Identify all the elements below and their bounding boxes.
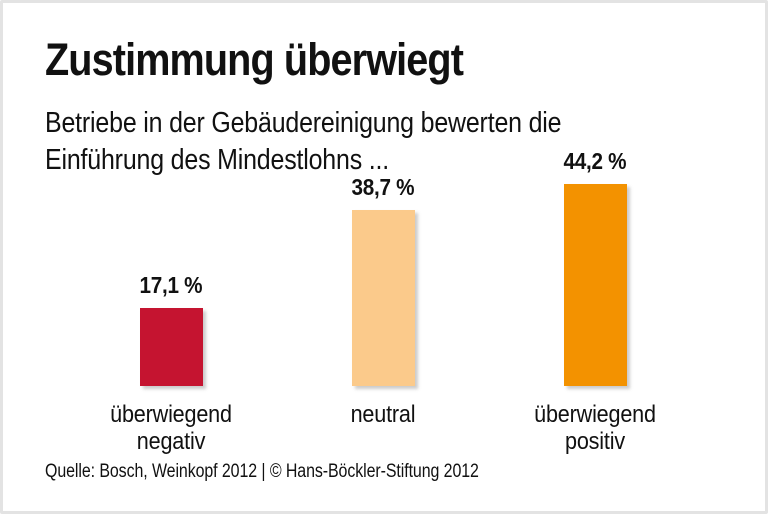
source-note-text: Quelle: Bosch, Weinkopf 2012 | © Hans-Bö… [45, 461, 479, 482]
bar-group-neutral: 38,7 % [277, 174, 489, 386]
bar-group-positive: 44,2 % [489, 148, 701, 386]
chart-title: Zustimmung überwiegt [45, 34, 464, 85]
bar-group-negative: 17,1 % [65, 272, 277, 386]
source-note: Quelle: Bosch, Weinkopf 2012 | © Hans-Bö… [45, 461, 561, 483]
value-label-positive: 44,2 % [563, 148, 627, 174]
category-label-line: überwiegend [534, 401, 656, 428]
chart-subtitle: Betriebe in der Gebäudereinigung bewerte… [45, 105, 645, 179]
category-label-line: neutral [350, 401, 416, 428]
category-label-neutral: neutral [277, 401, 489, 428]
value-label-neutral: 38,7 % [351, 174, 415, 200]
category-label-line: negativ [136, 428, 206, 455]
bar-chart: 17,1 % 38,7 % 44,2 % überwiegend negativ… [3, 3, 765, 511]
bar-negative [139, 308, 203, 386]
category-label-line: positiv [565, 428, 625, 455]
category-label-line: überwiegend [110, 401, 232, 428]
value-label-negative: 17,1 % [139, 272, 203, 298]
category-label-negative: überwiegend negativ [65, 401, 277, 455]
bar-positive [563, 184, 627, 386]
subtitle-line-1: Betriebe in der Gebäudereinigung bewerte… [45, 107, 562, 139]
bar-neutral [351, 210, 415, 386]
category-label-positive: überwiegend positiv [489, 401, 701, 455]
subtitle-line-2: Einführung des Mindestlohns ... [45, 144, 390, 176]
